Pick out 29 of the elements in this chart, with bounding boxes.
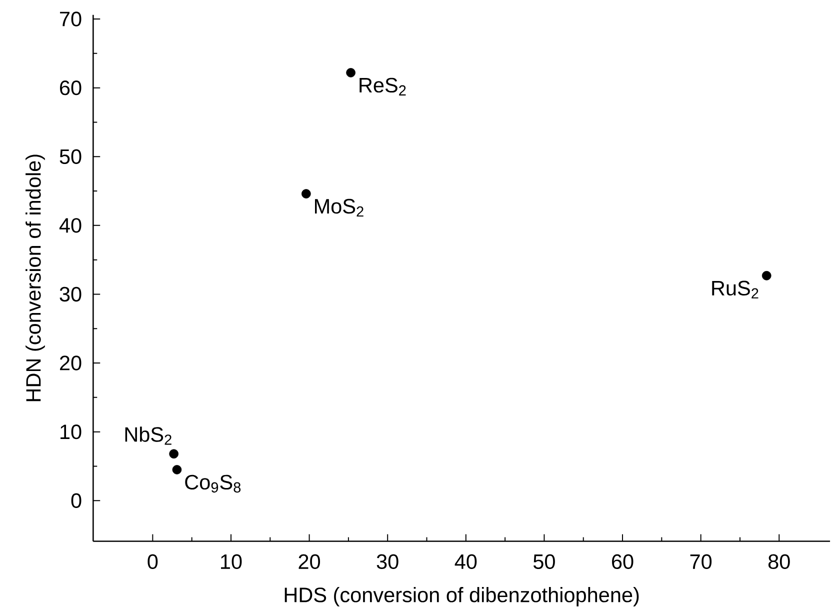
x-tick-label: 60 xyxy=(612,554,634,570)
x-tick-label: 30 xyxy=(376,554,398,570)
y-tick-label: 20 xyxy=(60,356,82,371)
point xyxy=(172,465,182,474)
y-tick-label: 10 xyxy=(60,424,82,440)
x-tick-label: 40 xyxy=(454,554,477,570)
annotation: ReS$_{2}$ xyxy=(360,78,406,96)
point xyxy=(301,189,311,199)
annotation: RuS$_{2}$ xyxy=(712,280,758,299)
x-tick-label: 0 xyxy=(148,554,158,570)
point xyxy=(169,449,178,459)
point xyxy=(762,271,772,280)
y-tick-label: 60 xyxy=(60,80,82,96)
y-tick-label: 50 xyxy=(60,149,82,164)
annotation: NbS$_{2}$ xyxy=(125,426,172,445)
x-axis-title: HDS (conversion of dibenzothiophene) xyxy=(284,587,639,607)
x-tick-label: 80 xyxy=(768,554,790,570)
x-tick-label: 10 xyxy=(221,554,242,570)
x-tick-label: 50 xyxy=(533,554,555,570)
annotation: Co$_{9}$S$_{8}$ xyxy=(185,474,241,493)
y-tick-label: 0 xyxy=(71,493,82,508)
x-tick-label: 20 xyxy=(298,554,320,570)
annotation: MoS$_{2}$ xyxy=(315,199,364,217)
y-tick-label: 40 xyxy=(59,218,82,233)
y-axis-title: HDN (conversion of indole) xyxy=(26,154,45,402)
y-tick-label: 30 xyxy=(60,287,82,302)
y-tick-label: 70 xyxy=(60,12,82,27)
x-tick-label: 70 xyxy=(690,554,712,570)
point xyxy=(346,68,356,78)
